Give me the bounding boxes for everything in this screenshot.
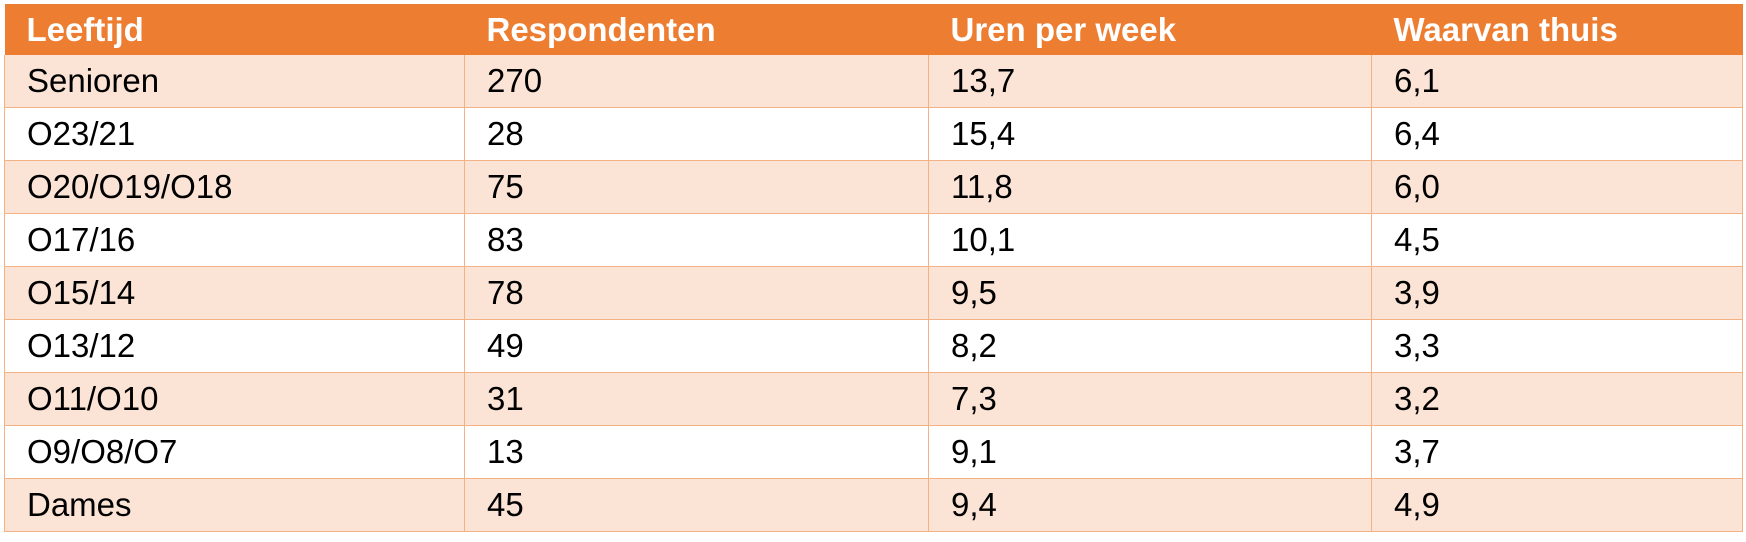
cell-leeftijd: O23/21: [4, 107, 465, 161]
cell-respondenten: 49: [464, 319, 929, 373]
cell-uren-per-week: 15,4: [928, 107, 1372, 161]
cell-uren-per-week: 10,1: [928, 213, 1372, 267]
column-header-uren-per-week: Uren per week: [928, 4, 1372, 55]
cell-respondenten: 83: [464, 213, 929, 267]
table-row: O13/12 49 8,2 3,3: [4, 319, 1743, 373]
cell-waarvan-thuis: 3,7: [1371, 425, 1743, 479]
table-row: O23/21 28 15,4 6,4: [4, 107, 1743, 161]
cell-uren-per-week: 11,8: [928, 160, 1372, 214]
cell-waarvan-thuis: 6,4: [1371, 107, 1743, 161]
cell-waarvan-thuis: 3,9: [1371, 266, 1743, 320]
cell-uren-per-week: 13,7: [928, 55, 1372, 108]
cell-waarvan-thuis: 6,0: [1371, 160, 1743, 214]
table-row: O9/O8/O7 13 9,1 3,7: [4, 425, 1743, 479]
cell-waarvan-thuis: 6,1: [1371, 55, 1743, 108]
cell-leeftijd: Dames: [4, 478, 465, 532]
cell-uren-per-week: 7,3: [928, 372, 1372, 426]
cell-respondenten: 270: [464, 55, 929, 108]
cell-uren-per-week: 8,2: [928, 319, 1372, 373]
table-row: O15/14 78 9,5 3,9: [4, 266, 1743, 320]
cell-respondenten: 31: [464, 372, 929, 426]
cell-waarvan-thuis: 3,3: [1371, 319, 1743, 373]
column-header-respondenten: Respondenten: [464, 4, 929, 55]
cell-respondenten: 45: [464, 478, 929, 532]
table-row: O20/O19/O18 75 11,8 6,0: [4, 160, 1743, 214]
cell-leeftijd: O11/O10: [4, 372, 465, 426]
cell-leeftijd: O17/16: [4, 213, 465, 267]
cell-uren-per-week: 9,1: [928, 425, 1372, 479]
column-header-waarvan-thuis: Waarvan thuis: [1371, 4, 1743, 55]
cell-leeftijd: O9/O8/O7: [4, 425, 465, 479]
header-row: Leeftijd Respondenten Uren per week Waar…: [4, 4, 1743, 55]
cell-respondenten: 28: [464, 107, 929, 161]
cell-leeftijd: Senioren: [4, 55, 465, 108]
cell-uren-per-week: 9,5: [928, 266, 1372, 320]
data-table: Leeftijd Respondenten Uren per week Waar…: [4, 4, 1743, 532]
cell-waarvan-thuis: 4,9: [1371, 478, 1743, 532]
table-row: Dames 45 9,4 4,9: [4, 478, 1743, 532]
column-header-leeftijd: Leeftijd: [4, 4, 465, 55]
cell-leeftijd: O13/12: [4, 319, 465, 373]
table-row: O17/16 83 10,1 4,5: [4, 213, 1743, 267]
cell-uren-per-week: 9,4: [928, 478, 1372, 532]
table-row: O11/O10 31 7,3 3,2: [4, 372, 1743, 426]
cell-respondenten: 78: [464, 266, 929, 320]
cell-respondenten: 75: [464, 160, 929, 214]
data-table-container: Leeftijd Respondenten Uren per week Waar…: [4, 4, 1743, 532]
table-row: Senioren 270 13,7 6,1: [4, 55, 1743, 108]
cell-waarvan-thuis: 3,2: [1371, 372, 1743, 426]
cell-respondenten: 13: [464, 425, 929, 479]
cell-leeftijd: O15/14: [4, 266, 465, 320]
cell-waarvan-thuis: 4,5: [1371, 213, 1743, 267]
cell-leeftijd: O20/O19/O18: [4, 160, 465, 214]
